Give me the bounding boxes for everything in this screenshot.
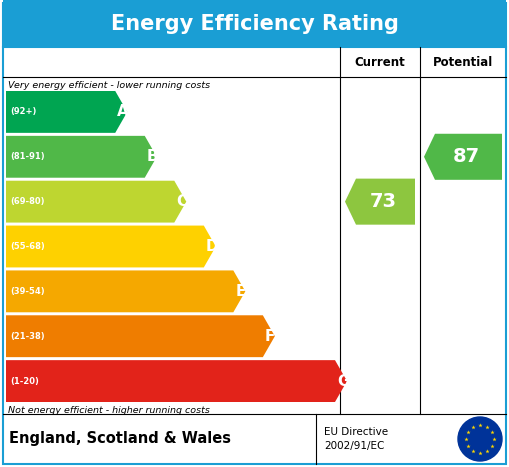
Text: England, Scotland & Wales: England, Scotland & Wales bbox=[9, 432, 231, 446]
Polygon shape bbox=[6, 136, 157, 178]
Text: (39-54): (39-54) bbox=[10, 287, 45, 296]
Text: (92+): (92+) bbox=[10, 107, 36, 116]
Text: (1-20): (1-20) bbox=[10, 376, 39, 386]
Text: D: D bbox=[206, 239, 218, 254]
Text: (81-91): (81-91) bbox=[10, 152, 45, 161]
Text: Potential: Potential bbox=[433, 56, 493, 69]
Polygon shape bbox=[6, 181, 186, 223]
Text: E: E bbox=[235, 284, 246, 299]
Polygon shape bbox=[6, 360, 347, 402]
Text: 87: 87 bbox=[453, 147, 479, 166]
Text: (69-80): (69-80) bbox=[10, 197, 44, 206]
Polygon shape bbox=[6, 91, 127, 133]
Text: Current: Current bbox=[355, 56, 405, 69]
Text: Energy Efficiency Rating: Energy Efficiency Rating bbox=[110, 14, 399, 34]
Polygon shape bbox=[345, 178, 415, 225]
Bar bbox=[3, 0, 506, 47]
Polygon shape bbox=[6, 315, 275, 357]
Text: (55-68): (55-68) bbox=[10, 242, 45, 251]
Text: 73: 73 bbox=[370, 192, 397, 211]
Polygon shape bbox=[6, 226, 216, 268]
Text: EU Directive: EU Directive bbox=[324, 427, 388, 437]
Text: (21-38): (21-38) bbox=[10, 332, 45, 341]
Polygon shape bbox=[6, 270, 245, 312]
Text: 2002/91/EC: 2002/91/EC bbox=[324, 441, 384, 451]
Text: Very energy efficient - lower running costs: Very energy efficient - lower running co… bbox=[8, 81, 210, 90]
Text: B: B bbox=[147, 149, 158, 164]
Text: Not energy efficient - higher running costs: Not energy efficient - higher running co… bbox=[8, 406, 210, 415]
Text: C: C bbox=[176, 194, 187, 209]
Text: G: G bbox=[337, 374, 350, 389]
Circle shape bbox=[458, 417, 502, 461]
Text: F: F bbox=[265, 329, 275, 344]
Polygon shape bbox=[424, 134, 502, 180]
Text: A: A bbox=[117, 105, 129, 120]
